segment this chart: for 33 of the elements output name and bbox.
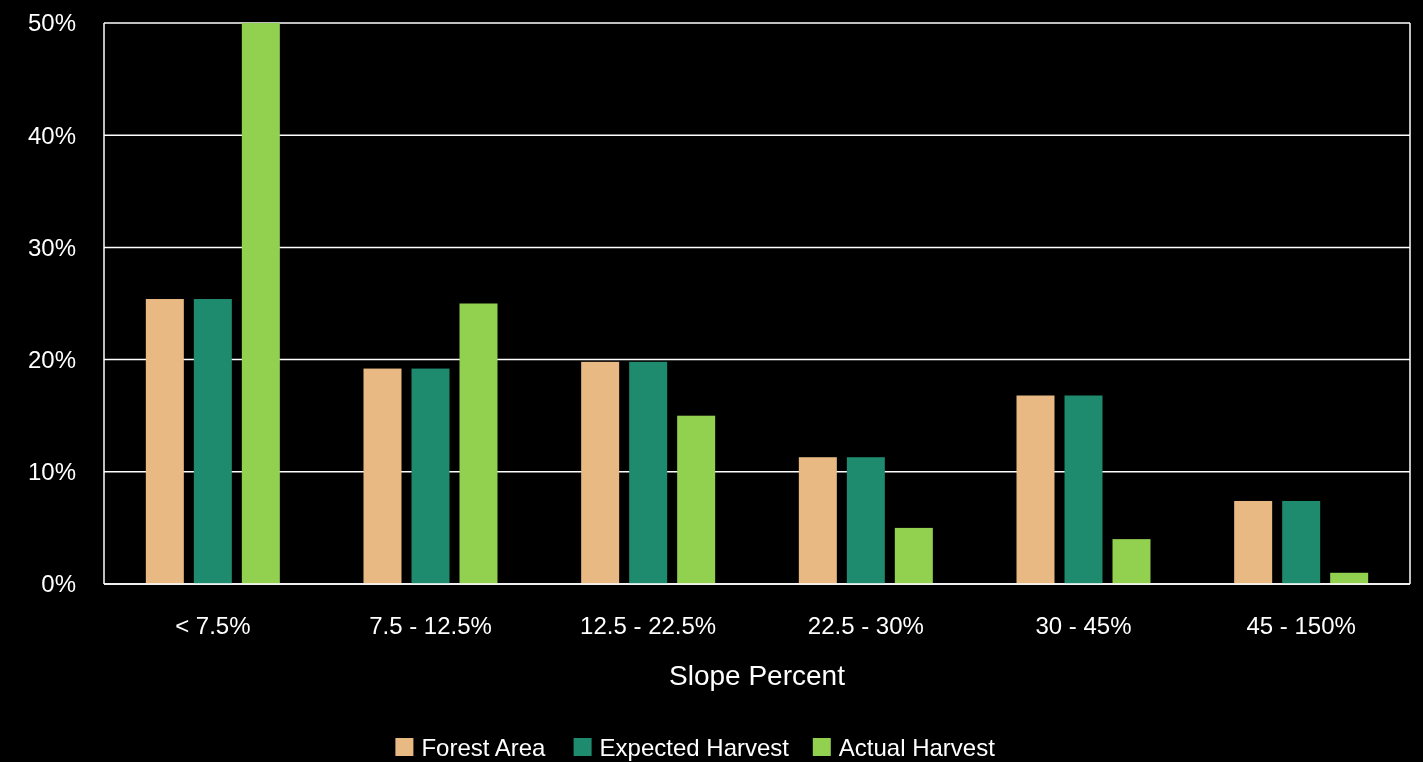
bar	[846, 457, 885, 584]
bar	[363, 368, 402, 584]
bar	[1234, 500, 1273, 584]
y-tick-label: 40%	[27, 121, 76, 149]
bar	[629, 361, 668, 584]
x-tick-label: 12.5 - 22.5%	[580, 612, 717, 639]
bar	[411, 368, 450, 584]
y-tick-label: 30%	[27, 233, 76, 261]
x-tick-label: 7.5 - 12.5%	[369, 612, 492, 639]
bar	[798, 457, 837, 584]
x-tick-label: 45 - 150%	[1246, 612, 1356, 639]
bar	[1282, 500, 1321, 584]
x-axis-title: Slope Percent	[669, 660, 846, 691]
bar	[894, 527, 933, 584]
legend-label: Expected Harvest	[599, 734, 790, 761]
bar	[1064, 395, 1103, 584]
bar	[145, 299, 184, 584]
legend-label: Forest Area	[421, 734, 547, 761]
y-tick-label: 0%	[41, 570, 76, 598]
y-tick-label: 20%	[27, 346, 76, 373]
bar	[241, 23, 280, 584]
legend-label: Actual Harvest	[838, 734, 996, 761]
bar	[1016, 395, 1055, 584]
bar	[677, 415, 716, 584]
bar	[1112, 539, 1151, 584]
y-tick-label: 10%	[27, 458, 76, 486]
bar	[193, 299, 232, 584]
x-tick-label: 30 - 45%	[1035, 612, 1132, 639]
x-tick-label: 22.5 - 30%	[807, 612, 924, 639]
x-tick-label: < 7.5%	[175, 612, 251, 639]
bar	[581, 361, 620, 584]
bar	[459, 303, 498, 584]
y-tick-label: 50%	[27, 9, 76, 37]
